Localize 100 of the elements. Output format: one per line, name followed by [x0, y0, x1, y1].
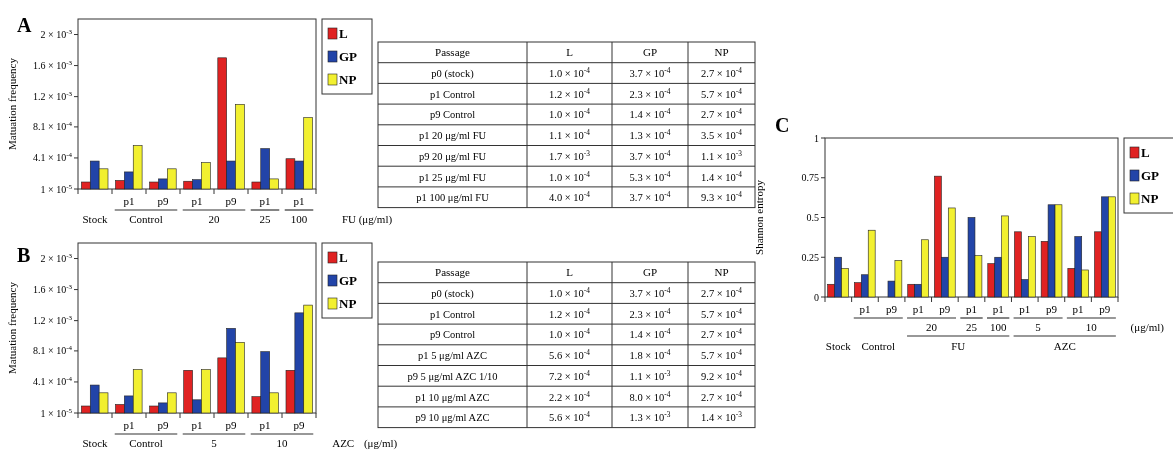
data-label: 2.7 × 10$^{-4}$: [701, 286, 743, 300]
x-tick-label: p9: [939, 303, 951, 315]
text: Stock: [82, 437, 109, 449]
data-label: 8.0 × 10$^{-4}$: [629, 389, 671, 403]
x-tick-label: p1: [259, 419, 271, 431]
data-label: 3.7 × 10$^{-4}$: [629, 190, 671, 204]
y-tick-label: 8.1 × 10$^{-4}$: [33, 344, 73, 357]
legend-label: GP: [1141, 168, 1160, 183]
data-label: 2.7 × 10$^{-4}$: [701, 389, 743, 403]
text: NP: [714, 46, 729, 59]
y-axis-title: Matuation frequency: [6, 281, 18, 374]
chart-title: A: [17, 14, 32, 36]
x-tick-label: p9: [157, 195, 169, 207]
x-tick-label: p1: [992, 303, 1004, 315]
legend-label: GP: [339, 49, 358, 64]
text: L: [566, 266, 574, 279]
text: FU: [951, 340, 966, 352]
text: 5: [1035, 321, 1042, 333]
data-label: 1.4 × 10$^{-4}$: [701, 169, 743, 183]
x-tick-label: p9: [1099, 303, 1111, 315]
text: (μg/ml): [1130, 321, 1165, 334]
text: L: [566, 46, 574, 59]
x-tick-label: p1: [191, 419, 203, 431]
y-tick-label: 0.75: [801, 172, 819, 184]
data-label: 2.3 × 10$^{-4}$: [629, 306, 671, 320]
x-tick-label: p1: [859, 303, 871, 315]
y-tick-label: 1.2 × 10$^{-3}$: [33, 90, 73, 103]
data-label: 1.1 × 10$^{-3}$: [629, 368, 671, 382]
legend-label: NP: [339, 296, 357, 311]
y-axis-title: Matuation frequency: [6, 57, 18, 150]
data-label: 1.0 × 10$^{-4}$: [549, 169, 591, 183]
category-label: p9 10 μg/ml AZC: [415, 412, 490, 424]
data-label: 5.7 × 10$^{-4}$: [701, 348, 743, 362]
x-tick-label: p9: [1045, 303, 1058, 315]
x-tick-label: p9: [886, 303, 898, 315]
data-label: 1.8 × 10$^{-4}$: [629, 348, 671, 362]
text: 25: [259, 213, 271, 225]
x-tick-label: p1: [259, 195, 271, 207]
data-label: 9.2 × 10$^{-4}$: [701, 368, 743, 382]
y-tick-label: 0.5: [806, 212, 819, 223]
text: Control: [129, 213, 163, 225]
legend-label: L: [339, 250, 348, 265]
category-label: p9 20 μg/ml FU: [418, 150, 487, 162]
data-label: 1.0 × 10$^{-4}$: [549, 327, 591, 341]
text: 5: [211, 437, 218, 449]
x-tick-label: p1: [293, 195, 305, 207]
text: AZC: [332, 437, 355, 449]
chart-title: B: [17, 244, 31, 266]
legend-label: L: [1141, 145, 1150, 160]
x-tick-label: p9: [157, 419, 169, 431]
data-label: 3.7 × 10$^{-4}$: [629, 148, 671, 162]
text: Passage: [435, 46, 471, 59]
text: Passage: [435, 266, 471, 279]
category-label: p9 Control: [429, 329, 476, 341]
text: Control: [129, 437, 163, 449]
x-tick-label: p9: [225, 419, 237, 431]
y-tick-label: 4.1 × 10$^{-4}$: [33, 375, 73, 388]
data-label: 1.0 × 10$^{-4}$: [549, 66, 591, 80]
x-tick-label: p9: [225, 195, 237, 207]
data-label: 4.0 × 10$^{-4}$: [549, 190, 591, 204]
legend-label: L: [339, 26, 348, 41]
y-tick-label: 1 × 10$^{-5}$: [40, 182, 73, 195]
category-label: p1 20 μg/ml FU: [418, 130, 487, 142]
text: Control: [861, 340, 896, 352]
legend-label: NP: [1141, 191, 1159, 206]
data-label: 2.2 × 10$^{-4}$: [549, 389, 591, 403]
category-label: p1 5 μg/ml AZC: [418, 350, 487, 362]
text: 20: [208, 213, 220, 225]
text: 20: [926, 321, 938, 333]
data-label: 2.3 × 10$^{-4}$: [629, 86, 671, 100]
x-tick-label: p1: [191, 195, 203, 207]
category-label: p1 Control: [429, 88, 476, 100]
data-label: 5.6 × 10$^{-4}$: [549, 410, 591, 424]
category-label: p0 (stock): [431, 68, 475, 81]
data-label: 5.6 × 10$^{-4}$: [549, 348, 591, 362]
y-tick-label: 4.1 × 10$^{-4}$: [33, 151, 73, 164]
text: (μg/ml): [363, 437, 398, 450]
category-label: p9 Control: [429, 109, 476, 121]
x-tick-label: p1: [1019, 303, 1031, 315]
data-label: 3.5 × 10$^{-4}$: [701, 128, 743, 142]
data-label: 5.7 × 10$^{-4}$: [701, 306, 743, 320]
data-label: 1.0 × 10$^{-4}$: [549, 107, 591, 121]
data-label: 1.3 × 10$^{-3}$: [629, 410, 671, 424]
x-tick-label: p1: [123, 195, 135, 207]
x-tick-label: p9: [293, 419, 305, 431]
data-label: 3.7 × 10$^{-4}$: [629, 286, 671, 300]
chart-title: C: [775, 114, 790, 136]
data-label: 1.7 × 10$^{-3}$: [549, 148, 591, 162]
data-label: 2.7 × 10$^{-4}$: [701, 107, 743, 121]
data-label: 1.1 × 10$^{-4}$: [549, 128, 591, 142]
data-label: 1.4 × 10$^{-3}$: [701, 410, 743, 424]
text: 10: [1085, 321, 1098, 333]
text: GP: [642, 46, 658, 59]
data-label: 1.4 × 10$^{-4}$: [629, 327, 671, 341]
text: 25: [966, 321, 978, 333]
y-tick-label: 1.6 × 10$^{-3}$: [33, 283, 73, 296]
y-tick-label: 8.1 × 10$^{-4}$: [33, 120, 73, 133]
data-label: 9.3 × 10$^{-4}$: [701, 190, 743, 204]
y-tick-label: 1: [814, 132, 819, 144]
y-tick-label: 2 × 10$^{-3}$: [40, 252, 73, 265]
